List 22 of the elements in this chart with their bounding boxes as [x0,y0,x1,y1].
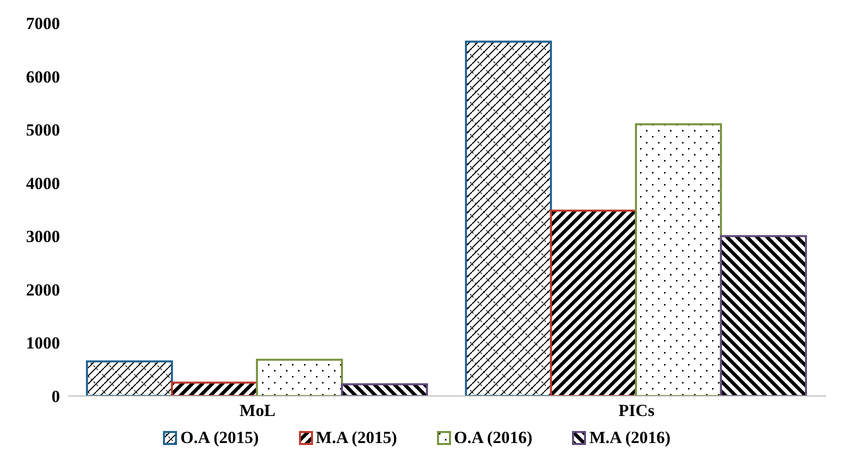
y-tick-label: 6000 [26,67,60,86]
bar [340,383,428,396]
legend-label: M.A (2016) [588,428,671,448]
y-tick-label: 3000 [26,227,60,246]
bar [170,382,258,396]
y-tick-label: 7000 [26,14,60,34]
legend-label: O.A (2016) [453,428,532,448]
bar [86,360,173,396]
bar [256,358,343,396]
y-tick-label: 1000 [26,334,60,353]
bar [464,40,552,396]
x-tick-label: PICs [618,401,655,420]
x-tick-label: MoL [240,401,276,420]
bar [720,235,807,396]
y-tick-label: 0 [52,387,60,406]
y-tick-label: 5000 [26,120,60,140]
y-tick-label: 4000 [26,174,60,193]
bar [550,210,637,396]
bar [634,123,722,396]
y-tick-label: 2000 [26,280,60,300]
legend-label: M.A (2015) [314,428,397,448]
legend-label: O.A (2015) [179,428,259,448]
